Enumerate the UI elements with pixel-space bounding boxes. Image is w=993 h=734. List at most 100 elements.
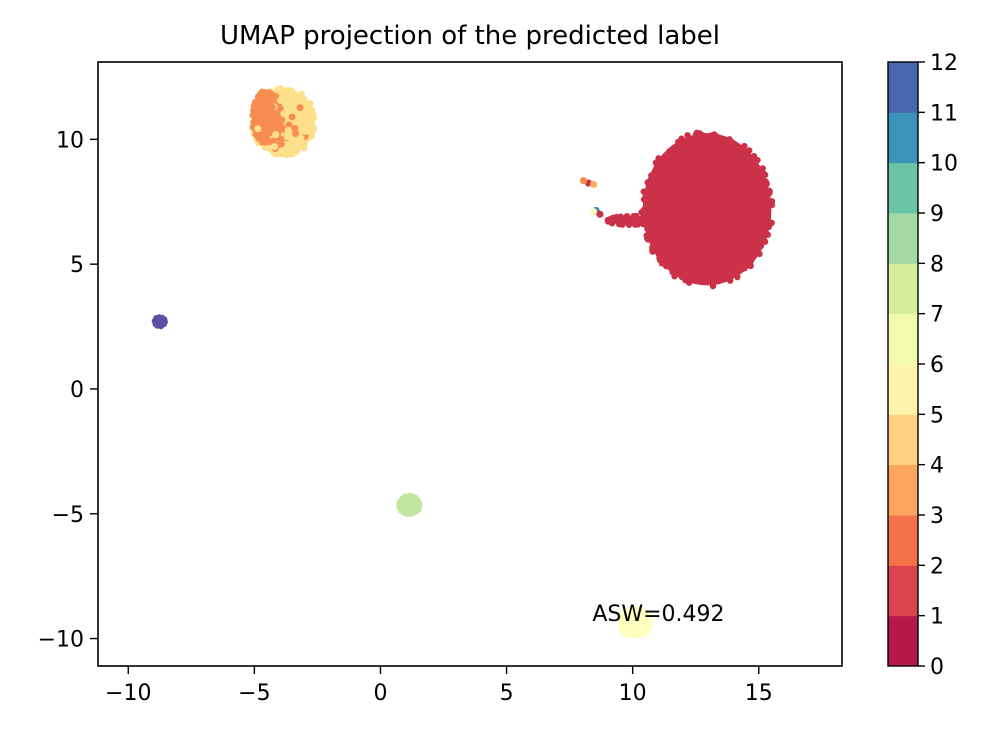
scatter-point [669,268,676,276]
colorbar-tick-label: 8 [930,252,944,277]
cluster-mixing-dots [254,93,309,153]
scatter-point [415,499,422,506]
cluster-label-12 [151,314,168,330]
scatter-point [760,170,768,177]
scatter-point [309,118,316,126]
scatter-point [280,110,288,118]
scatter-point [300,144,308,152]
cluster-label-8 [396,492,423,517]
y-tick-label: 10 [56,128,84,153]
scatter-point [254,125,262,133]
scatter-point [279,86,286,94]
y-tick-label: 5 [70,253,84,278]
plot-frame [97,61,843,667]
scatter-point [252,131,259,138]
scatter-point [300,95,307,102]
scatter-point [268,103,276,111]
scatter-point [675,140,682,148]
scatter-point [291,124,299,132]
scatter-point [678,135,685,142]
colorbar-tick-label: 9 [930,202,944,227]
scatter-point [687,136,694,144]
scatter-point [737,144,745,152]
y-tick-label: −10 [38,628,84,653]
scatter-point [656,254,663,261]
scatter-point [283,133,291,141]
scatter-point [257,106,265,114]
scatter-point [301,121,309,129]
scatter-point [161,316,168,323]
scatter-point [763,180,770,188]
scatter-point [615,220,623,228]
scatter-point [633,212,640,220]
x-tick-label: −10 [105,681,151,706]
scatter-point [757,242,765,250]
scatter-point [640,188,647,195]
scatter-point [278,116,286,124]
scatter-point [271,143,279,151]
colorbar-tick-label: 0 [930,655,944,680]
colorbar-tick-label: 4 [930,454,944,479]
colorbar-tick-label: 3 [930,504,944,529]
scatter-point [642,214,650,221]
plot-area [151,85,776,639]
scatter-point [277,140,285,148]
scatter-point-label-6 [589,208,598,216]
scatter-point [266,129,274,137]
scatter-point [764,213,771,221]
scatter-point [761,238,769,245]
colorbar-tick-label: 7 [930,303,944,328]
scatter-point [686,277,694,284]
scatter-point [767,220,775,227]
scatter-point [623,212,631,220]
colorbar-band [888,565,918,617]
scatter-point [288,151,295,158]
scatter-point [641,205,648,213]
scatter-point [766,187,773,195]
scatter-point [250,119,257,126]
scatter-point [264,111,272,119]
y-axis: −10 −5 0 5 10 [38,128,98,653]
scatter-point [749,160,756,168]
scatter-point [625,221,633,228]
scatter-point [746,147,753,154]
scatter-point [667,149,675,156]
scatter-point [712,278,720,285]
colorbar-band [888,313,918,365]
colorbar-tick-label: 6 [930,353,944,378]
scatter-point [647,617,654,625]
colorbar-band [888,213,918,264]
scatter-point [720,135,727,143]
scatter-point [713,133,720,140]
scatter-point [277,105,284,112]
scatter-point [649,248,656,255]
scatter-point [292,130,300,138]
x-tick-label: 10 [619,681,647,706]
y-tick-label: −5 [52,503,84,528]
scatter-point [745,259,752,266]
colorbar-band [888,112,918,164]
colorbar-band [888,162,918,214]
scatter-point [269,119,277,127]
scatter-point [752,250,760,257]
scatter-point [655,155,662,162]
scatter-point [705,277,712,284]
x-tick-label: 15 [745,681,773,706]
scatter-point [709,282,717,290]
scatter-point [734,273,741,281]
scatter-point [284,126,292,134]
scatter-point-label-1 [596,210,604,218]
scatter-point [699,132,707,139]
scatter-point [658,260,666,267]
x-tick-label: −5 [238,681,270,706]
scatter-point-label-4 [589,180,598,188]
colorbar-tick-label: 10 [930,152,958,177]
cluster-body [642,133,772,286]
scatter-point [636,631,644,639]
colorbar-band [888,464,918,516]
colorbar-tick-label: 1 [930,605,944,630]
scatter-point [763,198,770,205]
cluster-label-6 [616,605,654,639]
colorbar-tick-label: 2 [930,554,944,579]
